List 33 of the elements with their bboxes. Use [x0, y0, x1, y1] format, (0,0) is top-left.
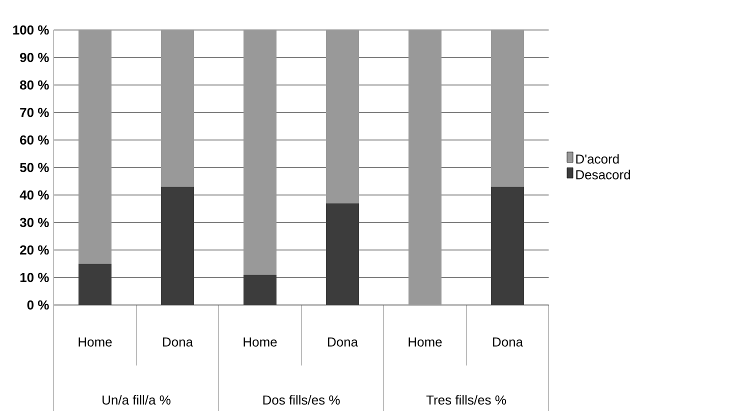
bar — [491, 186, 524, 305]
x-tick-label: Home — [408, 338, 442, 347]
bar — [408, 30, 442, 305]
bar — [244, 30, 277, 275]
bar — [244, 274, 277, 305]
bar — [78, 264, 112, 305]
y-tick-label: 90 % — [20, 52, 49, 62]
y-tick-label: 20 % — [20, 245, 49, 255]
y-tick-label: 10 % — [20, 272, 49, 282]
bar — [326, 203, 360, 305]
bar — [161, 30, 194, 187]
x-tick-label: Dona — [328, 338, 358, 347]
text: Tres fills/es % — [426, 395, 506, 405]
y-tick-label: 0 % — [27, 300, 49, 310]
y-tick-label: 50 % — [20, 162, 49, 172]
x-tick-label: Dona — [493, 338, 524, 347]
y-tick-label: 80 % — [20, 80, 49, 90]
x-tick-label: Home — [78, 338, 112, 347]
text: Un/a fill/a % — [102, 395, 170, 405]
text: Dos fills/es % — [263, 395, 340, 405]
y-tick-label: 40 % — [20, 190, 49, 200]
legend-label: D'acord — [576, 154, 619, 164]
x-tick-label: Dona — [163, 338, 194, 347]
legend-label: Desacord — [576, 170, 630, 180]
bar — [491, 30, 524, 187]
x-tick-label: Home — [244, 338, 277, 347]
y-tick-label: 100 % — [13, 25, 49, 35]
bar — [78, 30, 112, 264]
bar — [161, 186, 194, 305]
y-tick-label: 30 % — [20, 218, 49, 228]
y-tick-label: 60 % — [20, 135, 49, 145]
y-tick-label: 70 % — [20, 108, 49, 118]
bar — [326, 30, 360, 204]
